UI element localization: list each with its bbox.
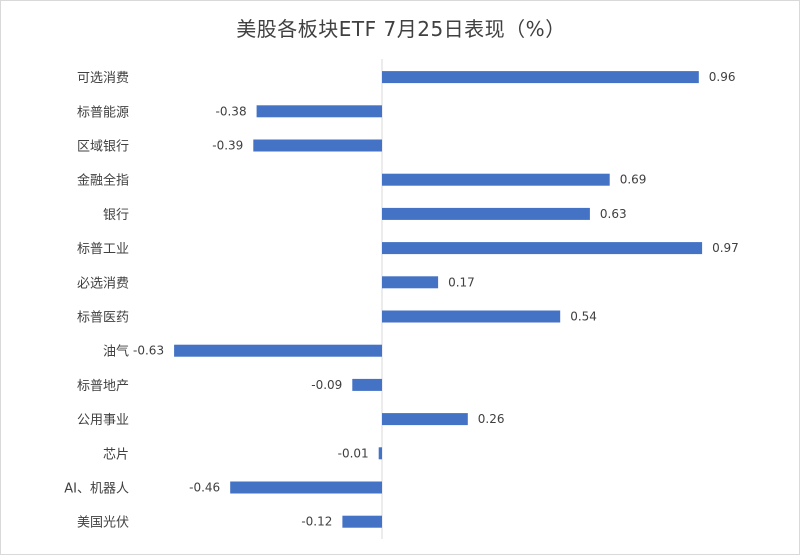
value-label: -0.12	[301, 515, 332, 529]
bar	[342, 515, 382, 528]
category-label: 公用事业	[77, 413, 129, 428]
category-label: 标普医药	[77, 311, 129, 326]
value-label: -0.09	[311, 378, 342, 392]
bar	[382, 173, 610, 186]
category-label: 油气	[103, 344, 129, 360]
value-label: 0.54	[570, 310, 597, 324]
value-label: -0.01	[338, 446, 369, 460]
category-label: 可选消费	[77, 71, 129, 86]
bar	[382, 207, 590, 220]
bar	[174, 344, 382, 357]
category-label: 芯片	[103, 447, 129, 462]
value-label: -0.38	[216, 104, 247, 118]
value-label: 0.63	[600, 207, 627, 221]
bar	[382, 242, 703, 255]
category-label: 标普能源	[77, 105, 129, 120]
category-label: 标普地产	[77, 379, 129, 394]
value-label: 0.96	[709, 70, 736, 84]
bar	[382, 413, 468, 426]
category-label: 金融全指	[77, 173, 129, 189]
value-label: 0.69	[620, 173, 647, 187]
bar	[378, 447, 382, 460]
category-label: 必选消费	[77, 276, 129, 291]
value-label: -0.39	[212, 139, 243, 153]
category-label: 美国光伏	[77, 516, 129, 531]
chart-title: 美股各板块ETF 7月25日表现（%）	[236, 17, 566, 41]
value-label: 0.97	[712, 241, 739, 255]
bar	[382, 71, 699, 84]
value-label: -0.46	[189, 481, 220, 495]
category-label: AI、机器人	[64, 482, 129, 497]
bar	[256, 105, 382, 118]
bar	[352, 378, 382, 391]
bar	[253, 139, 382, 152]
category-label: 区域银行	[77, 140, 129, 155]
category-label: 银行	[103, 208, 129, 223]
bar	[382, 276, 439, 289]
bar	[230, 481, 382, 494]
category-label: 标普工业	[77, 242, 129, 257]
value-label: -0.63	[133, 344, 164, 358]
value-label: 0.17	[448, 275, 475, 289]
bar	[382, 310, 561, 323]
value-label: 0.26	[478, 412, 505, 426]
